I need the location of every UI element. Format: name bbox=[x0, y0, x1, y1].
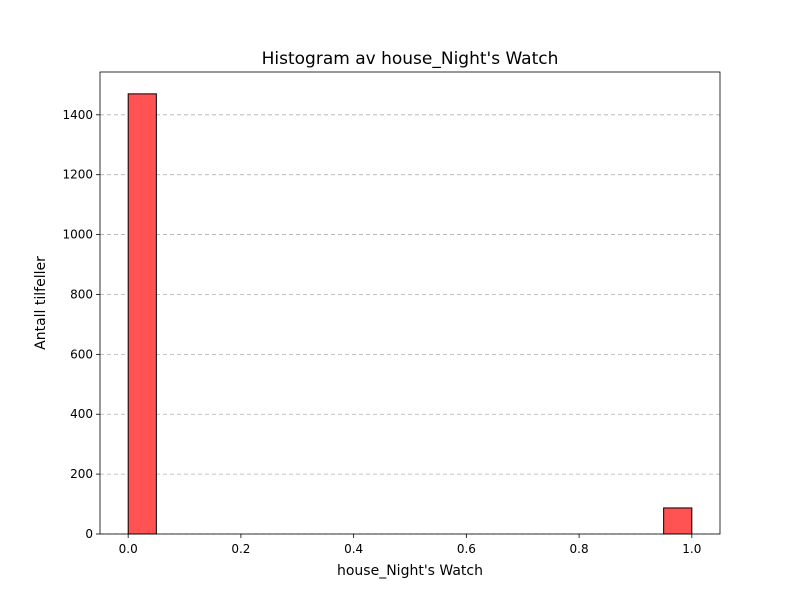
histogram-bar-0 bbox=[127, 93, 157, 535]
x-tick-label: 0.4 bbox=[344, 542, 363, 556]
chart-title: Histogram av house_Night's Watch bbox=[262, 49, 559, 69]
y-tick-label: 0 bbox=[85, 527, 93, 541]
x-tick-label: 0.6 bbox=[457, 542, 476, 556]
gridlines bbox=[100, 114, 720, 535]
x-tick-label: 0.8 bbox=[570, 542, 589, 556]
y-tick-label: 1000 bbox=[62, 228, 93, 242]
y-axis-label: Antall tilfeller bbox=[33, 256, 49, 350]
x-axis-ticks: 0.0 0.2 0.4 0.6 0.8 1.0 bbox=[119, 534, 701, 556]
y-tick-label: 400 bbox=[70, 407, 93, 421]
y-tick-label: 200 bbox=[70, 467, 93, 481]
y-axis-ticks: 0 200 400 600 800 1000 1200 1400 bbox=[62, 108, 100, 541]
y-tick-label: 1200 bbox=[62, 168, 93, 182]
histogram-bar-1 bbox=[663, 507, 693, 535]
y-tick-label: 800 bbox=[70, 287, 93, 301]
y-tick-label: 600 bbox=[70, 347, 93, 361]
x-tick-label: 0.2 bbox=[231, 542, 250, 556]
x-axis-label: house_Night's Watch bbox=[337, 563, 483, 579]
x-tick-label: 0.0 bbox=[119, 542, 138, 556]
x-tick-label: 1.0 bbox=[682, 542, 701, 556]
plot-area-frame bbox=[99, 71, 721, 535]
bars bbox=[127, 93, 693, 535]
y-tick-label: 1400 bbox=[62, 108, 93, 122]
